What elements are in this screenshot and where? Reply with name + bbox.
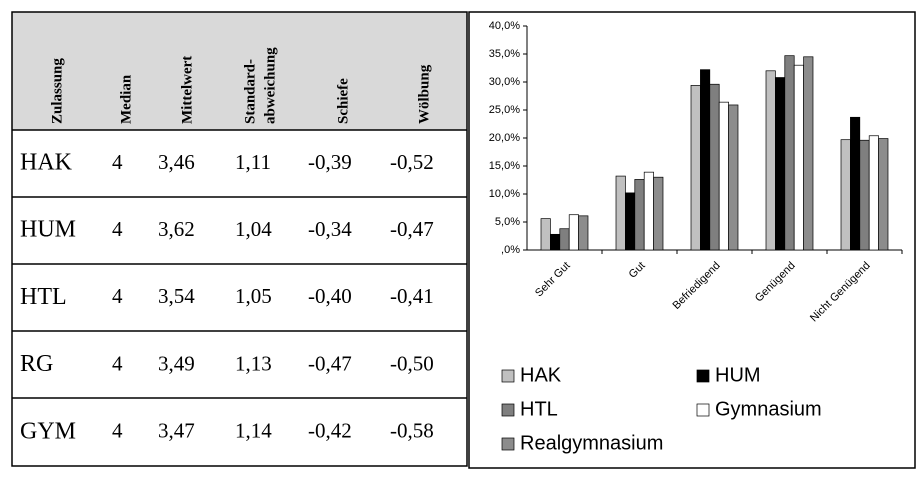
column-header: Zulassung: [49, 58, 65, 124]
column-header: Standard-: [242, 59, 258, 124]
chart-frame: [468, 11, 916, 469]
table-frame: [11, 11, 468, 467]
table: Zulassung Median Mittelwert Standard-abweic…: [12, 47, 467, 444]
legend-swatch: [501, 437, 515, 451]
legend-label: HTL: [520, 398, 558, 420]
table-cell: -0,47: [308, 351, 352, 375]
row-label: HUM: [20, 217, 76, 243]
table-cell: -0,39: [308, 150, 352, 174]
table-cell: -0,47: [390, 217, 434, 241]
legend-label: HUM: [715, 364, 761, 386]
legend-swatch: [696, 403, 710, 417]
bar: [634, 179, 645, 251]
legend-swatch: [501, 403, 515, 417]
legend-label: Gymnasium: [715, 398, 822, 420]
legend-swatch: [696, 369, 710, 383]
bar: [878, 138, 889, 251]
bar: [578, 215, 589, 251]
bar: [868, 135, 879, 251]
table-cell: 3,46: [158, 150, 195, 174]
bar: [625, 192, 636, 251]
bar: [793, 64, 804, 251]
bar: [690, 85, 701, 251]
bar: [709, 83, 720, 251]
bar: [550, 233, 561, 251]
chart: ,0% 5,0% 10,0% 15,0% 20,0% 25,0% 30,0% 35,0% 40,…: [489, 20, 903, 454]
column-header: Mittelwert: [179, 56, 195, 124]
bar: [803, 56, 814, 251]
legend-label: HAK: [520, 364, 562, 386]
table-cell: 4: [112, 351, 123, 375]
x-tick-label: Gut: [627, 260, 648, 281]
bar: [653, 176, 664, 251]
y-tick-label: ,0%: [501, 244, 520, 256]
y-tick-label: 35,0%: [489, 48, 520, 60]
bar: [859, 139, 870, 251]
bar: [840, 139, 851, 251]
y-tick-label: 20,0%: [489, 132, 520, 144]
legend-label: Realgymnasium: [520, 432, 663, 454]
x-tick-label: Sehr Gut: [533, 260, 573, 300]
row-label: HTL: [20, 284, 67, 310]
table-cell: 3,62: [158, 217, 195, 241]
column-header: Median: [118, 74, 134, 124]
y-tick-label: 30,0%: [489, 76, 520, 88]
x-tick-label: Nicht Genügend: [808, 260, 873, 325]
table-cell: 4: [112, 150, 123, 174]
table-cell: 3,49: [158, 351, 195, 375]
column-header: Schiefe: [335, 78, 351, 124]
table-cell: 3,54: [158, 284, 195, 308]
bar: [540, 218, 551, 251]
y-tick-label: 5,0%: [495, 216, 520, 228]
row-label: GYM: [20, 418, 76, 444]
bar: [615, 175, 626, 251]
row-label: RG: [20, 351, 53, 377]
table-cell: 4: [112, 284, 123, 308]
table-cell: -0,34: [308, 217, 352, 241]
table-cell: 4: [112, 419, 123, 443]
table-cell: 1,04: [235, 217, 272, 241]
table-cell: 3,47: [158, 419, 195, 443]
y-tick-label: 25,0%: [489, 104, 520, 116]
bar: [718, 101, 729, 251]
table-cell: 1,11: [235, 150, 271, 174]
row-label: HAK: [20, 150, 73, 176]
y-tick-label: 15,0%: [489, 160, 520, 172]
table-cell: 4: [112, 217, 123, 241]
x-tick-label: Befriedigend: [671, 260, 723, 312]
table-cell: -0,52: [390, 150, 434, 174]
y-tick-label: 10,0%: [489, 188, 520, 200]
column-header: Wölbung: [416, 64, 432, 124]
bar: [643, 171, 654, 251]
table-header-bg: [12, 12, 467, 130]
table-cell: 1,05: [235, 284, 272, 308]
x-tick-label: Genügend: [753, 260, 798, 305]
table-cell: -0,58: [390, 419, 434, 443]
table-cell: -0,41: [390, 284, 434, 308]
bar: [784, 55, 795, 251]
table-cell: 1,14: [235, 419, 272, 443]
y-tick-label: 40,0%: [489, 20, 520, 32]
bar: [568, 214, 579, 251]
bar: [775, 77, 786, 251]
table-cell: -0,50: [390, 351, 434, 375]
bar: [765, 70, 776, 251]
table-cell: -0,42: [308, 419, 352, 443]
table-cell: -0,40: [308, 284, 352, 308]
bar: [559, 228, 570, 251]
bar: [850, 116, 861, 251]
bar: [700, 69, 711, 251]
bar: [728, 104, 739, 251]
table-cell: 1,13: [235, 351, 272, 375]
legend-swatch: [501, 369, 515, 383]
column-header: abweichung: [262, 47, 278, 124]
